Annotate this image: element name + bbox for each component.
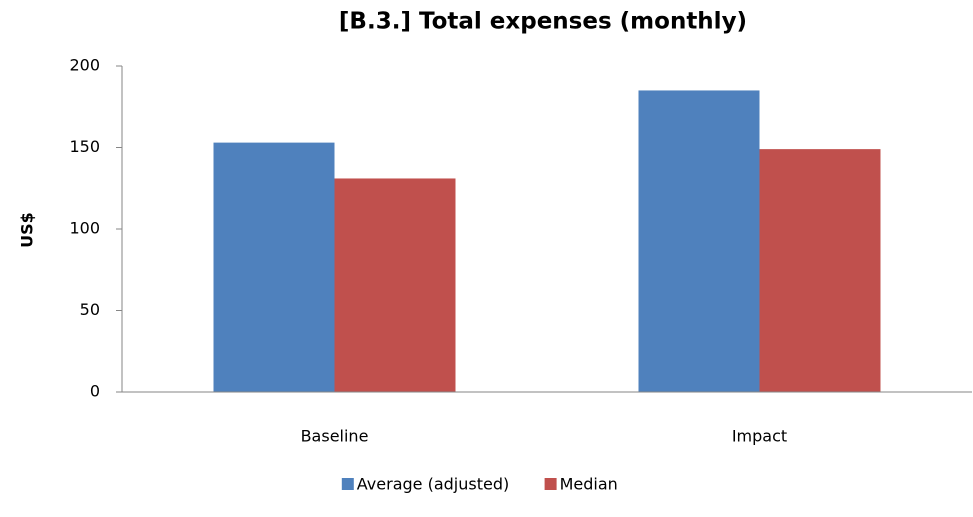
bar — [638, 90, 760, 392]
legend-swatch — [341, 478, 354, 490]
x-tick-label: Baseline — [301, 427, 369, 446]
x-tick-label: Impact — [732, 427, 787, 446]
chart-title: [B.3.] Total expenses (monthly) — [339, 9, 747, 35]
bar — [213, 142, 335, 392]
bar — [759, 149, 881, 392]
bar — [334, 178, 456, 392]
y-tick-label: 100 — [69, 219, 100, 238]
y-tick-label: 150 — [69, 137, 100, 156]
y-tick-label: 0 — [90, 382, 100, 401]
legend-swatch — [544, 478, 557, 490]
y-tick-label: 50 — [80, 300, 100, 319]
y-axis-label: US$ — [18, 212, 37, 248]
y-tick-label: 200 — [69, 56, 100, 75]
legend-label: Average (adjusted) — [357, 475, 509, 494]
legend-label: Median — [560, 475, 618, 494]
